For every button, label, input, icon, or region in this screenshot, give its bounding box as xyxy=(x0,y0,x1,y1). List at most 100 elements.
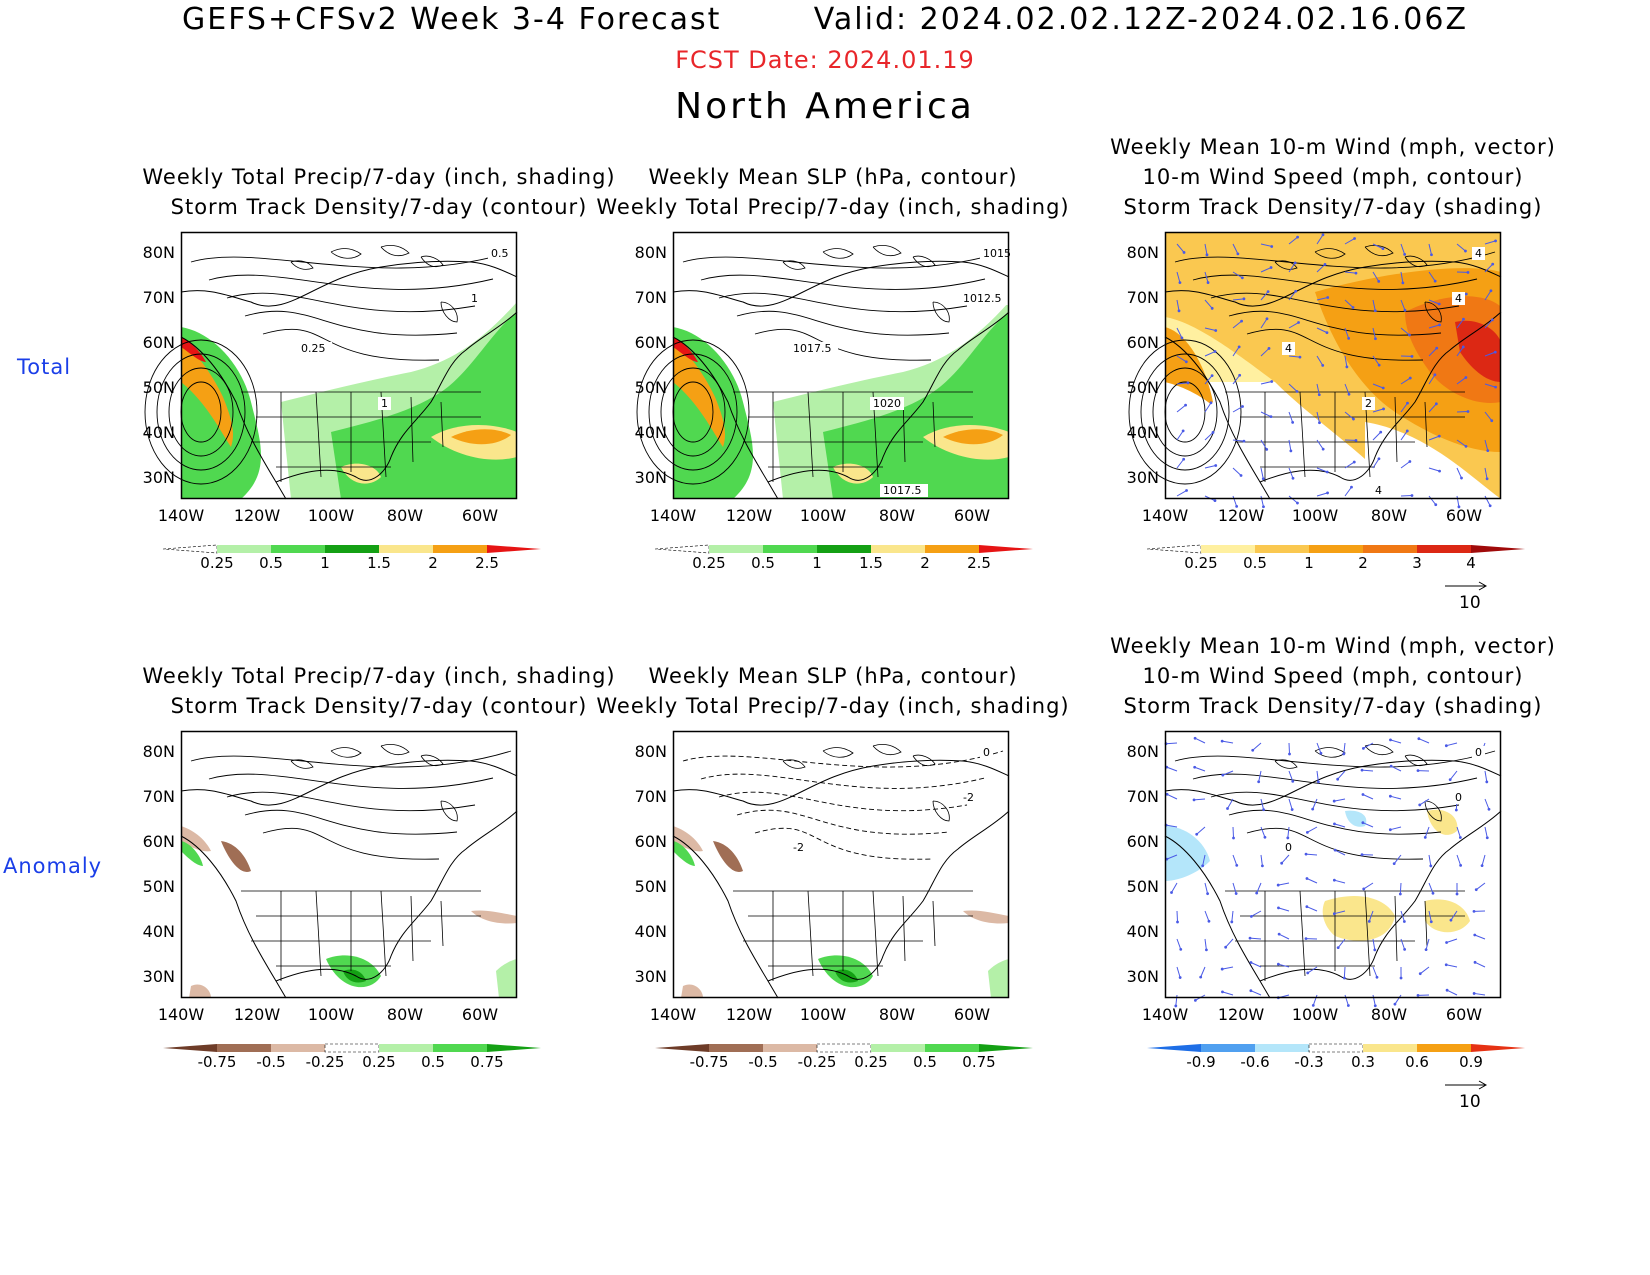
panel-6-lon-label: 140W xyxy=(1141,1005,1189,1024)
panel-4-lat-label: 60N xyxy=(142,832,175,851)
wind-vector-head xyxy=(1445,941,1448,944)
contour-label: -2 xyxy=(790,841,810,854)
wind-vector xyxy=(1390,739,1402,744)
panel-2-lat-label: 70N xyxy=(634,288,667,307)
wind-vector-head xyxy=(1352,417,1355,421)
precip-peak-west xyxy=(181,337,206,362)
wind-vector xyxy=(1194,737,1206,744)
panel-6-lon-label: 60W xyxy=(1445,1005,1483,1024)
colorbar-segment xyxy=(817,545,871,553)
wind-vector-head xyxy=(1165,792,1169,796)
colorbar-segment xyxy=(1146,544,1202,554)
wind-vector xyxy=(1400,243,1406,255)
wind-vector xyxy=(1278,963,1290,968)
wind-vector-head xyxy=(1321,447,1325,451)
wind-vector-head xyxy=(1184,360,1188,364)
wind-vector xyxy=(1372,243,1384,250)
arctic-islands xyxy=(782,744,950,822)
wind-vector xyxy=(1363,882,1374,890)
contour-ring xyxy=(168,367,234,457)
panel-3-lon-label: 60W xyxy=(1445,506,1483,525)
svg-text:1: 1 xyxy=(471,292,478,305)
wind-vector-head xyxy=(1304,937,1308,941)
wind-vector xyxy=(1481,854,1486,866)
wind-vector xyxy=(1165,742,1178,745)
map-frame xyxy=(1164,730,1502,999)
wind-vector xyxy=(1306,878,1318,884)
wind-vector-head xyxy=(1485,477,1489,481)
wind-vector-head xyxy=(1193,765,1197,769)
panel-5-colorbar-label: -0.5 xyxy=(748,1053,778,1071)
colorbar-segment xyxy=(1201,1044,1255,1052)
wind-vector-head xyxy=(1311,807,1315,811)
wind-vector-head xyxy=(1255,891,1259,895)
wind-vector-head xyxy=(1236,252,1240,256)
wind-vector xyxy=(1428,271,1436,282)
wind-vector xyxy=(1428,347,1438,357)
panel-5-title-line-1: Weekly Mean SLP (hPa, contour) xyxy=(648,664,1018,688)
wind-vector xyxy=(1337,938,1346,948)
wind-vector xyxy=(1232,854,1238,866)
contour-label: 0 xyxy=(980,746,993,759)
wind-vector xyxy=(1400,377,1411,385)
wind-vector xyxy=(1316,327,1328,334)
panel-5-colorbar-label: -0.25 xyxy=(797,1053,837,1071)
wind-vector-head xyxy=(1462,317,1465,321)
wind-vector-head xyxy=(1455,892,1459,896)
wind-vector xyxy=(1344,327,1350,339)
wind-vector xyxy=(1258,770,1262,782)
wind-vector xyxy=(1400,494,1413,497)
wind-vector xyxy=(1252,742,1262,751)
wind-vector-head xyxy=(1461,345,1465,349)
wind-vector-head xyxy=(1458,836,1462,839)
wind-vector-head xyxy=(1242,297,1246,301)
wind-vector xyxy=(1204,882,1209,894)
precip-peak-west xyxy=(673,337,698,362)
panel-3-lon-label: 80W xyxy=(1370,506,1408,525)
wind-vector-head xyxy=(1206,281,1210,284)
wind-vector-head xyxy=(1305,905,1309,909)
panel-2-colorbar-label: 0.5 xyxy=(751,554,775,572)
panel-4-lat-label: 30N xyxy=(142,967,175,986)
wind-vector xyxy=(1176,271,1181,283)
wind-vector xyxy=(1260,291,1269,301)
contour-line xyxy=(190,750,512,768)
panel-2-map: 1015 1012.5 1017.5 1020 1017.5 xyxy=(636,231,1014,500)
contour-line xyxy=(1192,773,1478,789)
wind-vector-head xyxy=(1186,381,1190,385)
region-title: North America xyxy=(675,86,975,127)
wind-vector-head xyxy=(1249,961,1253,964)
contour-line xyxy=(226,791,476,812)
wind-vector xyxy=(1474,934,1486,940)
wind-vector-head xyxy=(1317,780,1320,784)
anomaly-positive-east xyxy=(1322,896,1395,941)
wind-vector xyxy=(1166,824,1178,828)
wind-vector xyxy=(1446,964,1458,968)
wind-vector-head xyxy=(1270,380,1274,383)
wind-vector xyxy=(1281,854,1290,864)
wind-vector-head xyxy=(1305,877,1309,880)
wind-vector xyxy=(1343,742,1346,754)
wind-vector-head xyxy=(1185,489,1188,492)
panel-1-lat-label: 60N xyxy=(142,333,175,352)
wind-vector xyxy=(1428,435,1440,441)
wind-vector-head xyxy=(1408,333,1411,337)
contour-line xyxy=(208,773,494,789)
colorbar-segment xyxy=(162,544,218,554)
wind-vector-head xyxy=(1257,780,1261,784)
svg-text:0: 0 xyxy=(983,746,990,759)
wind-vector xyxy=(1368,910,1374,922)
wind-vector-head xyxy=(1193,998,1197,1002)
precip-atlantic-core xyxy=(451,429,511,445)
wind-vector xyxy=(1204,402,1212,413)
contour-line xyxy=(754,827,932,860)
wind-vector-head xyxy=(1237,345,1241,349)
wind-vector xyxy=(1399,882,1402,895)
panel-6-colorbar-label: -0.9 xyxy=(1186,1053,1216,1071)
wind-vector-head xyxy=(1433,373,1437,377)
colorbar-segment xyxy=(763,545,817,553)
wind-vector-head xyxy=(1304,852,1308,856)
arctic-islands xyxy=(290,744,458,822)
colorbar-segment xyxy=(433,1044,487,1052)
panel-3-colorbar-label: 2 xyxy=(1358,554,1368,572)
